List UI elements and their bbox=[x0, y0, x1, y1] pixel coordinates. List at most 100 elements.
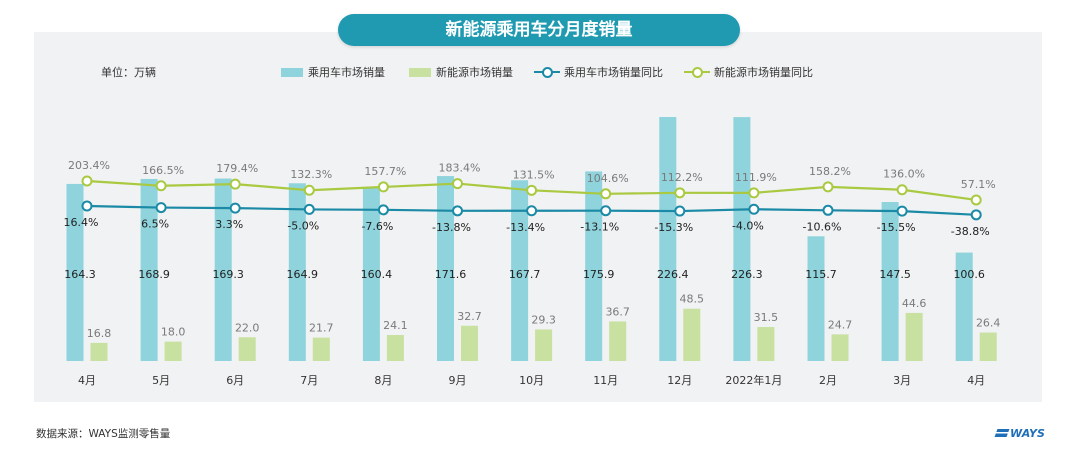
bar-nev-sales bbox=[386, 335, 404, 361]
point-nev-yoy bbox=[303, 184, 315, 196]
data-label-total-yoy: -13.8% bbox=[432, 221, 471, 234]
point-nev-yoy bbox=[896, 184, 908, 196]
x-tick-label: 11月 bbox=[593, 374, 618, 387]
x-tick-label: 7月 bbox=[300, 374, 318, 387]
data-label-total-sales: 164.3 bbox=[64, 268, 96, 281]
point-total-yoy bbox=[970, 209, 982, 221]
data-label-nev-yoy: 183.4% bbox=[439, 162, 481, 175]
data-label-total-yoy: -15.3% bbox=[654, 221, 693, 234]
legend-label-nev-yoy: 新能源市场销量同比 bbox=[714, 66, 813, 79]
data-label-total-sales: 171.6 bbox=[435, 268, 467, 281]
data-label-total-yoy: -7.6% bbox=[361, 220, 393, 233]
point-total-yoy bbox=[377, 204, 389, 216]
bar-nev-sales bbox=[683, 308, 701, 361]
x-tick-label: 4月 bbox=[967, 374, 985, 387]
bar-total-sales bbox=[511, 180, 529, 361]
point-total-yoy bbox=[81, 200, 93, 212]
legend-swatch-total-yoy bbox=[534, 66, 560, 78]
bar-nev-sales bbox=[905, 312, 923, 361]
x-tick-label: 12月 bbox=[667, 374, 692, 387]
point-total-yoy bbox=[452, 205, 463, 217]
point-nev-yoy bbox=[229, 178, 241, 190]
data-label-nev-sales: 48.5 bbox=[680, 293, 705, 306]
data-label-nev-yoy: 112.2% bbox=[661, 171, 703, 184]
x-tick-label: 2月 bbox=[819, 374, 837, 387]
legend-swatch-total-sales bbox=[281, 67, 303, 77]
bar-total-sales bbox=[288, 183, 306, 361]
data-label-nev-sales: 29.3 bbox=[531, 313, 556, 326]
ways-logo: WAYS bbox=[994, 427, 1045, 440]
point-nev-yoy bbox=[155, 180, 167, 192]
data-label-total-yoy: 6.5% bbox=[141, 218, 169, 231]
point-nev-yoy bbox=[600, 188, 612, 200]
data-label-total-sales: 175.9 bbox=[583, 268, 615, 281]
bar-total-sales bbox=[881, 202, 899, 361]
legend-item-nev-yoy: 新能源市场销量同比 bbox=[684, 64, 813, 80]
data-label-nev-yoy: 203.4% bbox=[68, 159, 110, 172]
point-total-yoy bbox=[896, 205, 908, 217]
x-tick-label: 9月 bbox=[449, 374, 467, 387]
data-label-nev-sales: 31.5 bbox=[754, 311, 779, 324]
point-total-yoy bbox=[303, 203, 315, 215]
data-label-total-yoy: -4.0% bbox=[732, 219, 764, 232]
x-tick-label: 10月 bbox=[519, 374, 544, 387]
bar-nev-sales bbox=[979, 332, 997, 361]
data-label-nev-yoy: 158.2% bbox=[809, 165, 851, 178]
ways-logo-icon bbox=[994, 429, 1010, 437]
point-total-yoy bbox=[526, 205, 538, 217]
legend-item-total-sales: 乘用车市场销量 bbox=[281, 64, 385, 80]
data-label-nev-yoy: 136.0% bbox=[883, 168, 925, 181]
data-label-total-sales: 147.5 bbox=[879, 268, 911, 281]
data-source-note: 数据来源：WAYS监测零售量 bbox=[36, 428, 171, 440]
data-label-nev-yoy: 104.6% bbox=[587, 172, 629, 185]
data-label-nev-sales: 18.0 bbox=[161, 326, 186, 339]
data-label-nev-yoy: 179.4% bbox=[216, 162, 258, 175]
data-label-total-sales: 226.3 bbox=[731, 268, 763, 281]
chart-title: 新能源乘用车分月度销量 bbox=[338, 14, 740, 46]
data-label-total-sales: 168.9 bbox=[138, 268, 170, 281]
bar-total-sales bbox=[659, 117, 677, 361]
legend-item-total-yoy: 乘用车市场销量同比 bbox=[534, 64, 663, 80]
data-label-total-sales: 164.9 bbox=[287, 268, 319, 281]
point-total-yoy bbox=[822, 204, 834, 216]
point-nev-yoy bbox=[970, 194, 982, 206]
bar-nev-sales bbox=[238, 337, 256, 361]
x-tick-label: 8月 bbox=[374, 374, 392, 387]
data-label-nev-yoy: 131.5% bbox=[513, 168, 555, 181]
data-label-nev-yoy: 111.9% bbox=[735, 171, 777, 184]
data-label-total-sales: 160.4 bbox=[361, 268, 393, 281]
data-label-total-sales: 167.7 bbox=[509, 268, 541, 281]
data-label-nev-sales: 16.8 bbox=[87, 327, 112, 340]
x-tick-label: 4月 bbox=[78, 374, 96, 387]
point-nev-yoy bbox=[748, 187, 760, 199]
bar-total-sales bbox=[733, 117, 751, 361]
data-label-nev-sales: 21.7 bbox=[309, 322, 334, 335]
point-total-yoy bbox=[748, 203, 760, 215]
bar-nev-sales bbox=[831, 334, 849, 361]
data-label-total-yoy: -13.4% bbox=[506, 221, 545, 234]
data-label-total-yoy: -5.0% bbox=[287, 219, 319, 232]
point-nev-yoy bbox=[81, 175, 93, 187]
point-total-yoy bbox=[155, 202, 167, 214]
bar-nev-sales bbox=[609, 321, 627, 361]
data-label-total-sales: 169.3 bbox=[212, 268, 244, 281]
bar-nev-sales bbox=[535, 329, 553, 361]
data-label-nev-sales: 24.1 bbox=[383, 319, 408, 332]
unit-label: 单位：万辆 bbox=[101, 66, 156, 79]
x-tick-label: 6月 bbox=[226, 374, 244, 387]
point-total-yoy bbox=[674, 205, 686, 217]
bar-total-sales bbox=[807, 236, 825, 361]
bar-total-sales bbox=[362, 188, 380, 361]
x-tick-label: 5月 bbox=[152, 374, 170, 387]
bar-total-sales bbox=[66, 183, 84, 361]
bar-nev-sales bbox=[757, 327, 775, 361]
point-nev-yoy bbox=[822, 181, 834, 193]
data-label-nev-yoy: 132.3% bbox=[290, 168, 332, 181]
data-label-nev-sales: 24.7 bbox=[828, 318, 853, 331]
data-label-total-sales: 115.7 bbox=[805, 268, 837, 281]
data-label-total-yoy: 16.4% bbox=[64, 216, 99, 229]
point-total-yoy bbox=[600, 205, 612, 217]
bar-total-sales bbox=[585, 171, 603, 361]
data-label-nev-yoy: 166.5% bbox=[142, 164, 184, 177]
